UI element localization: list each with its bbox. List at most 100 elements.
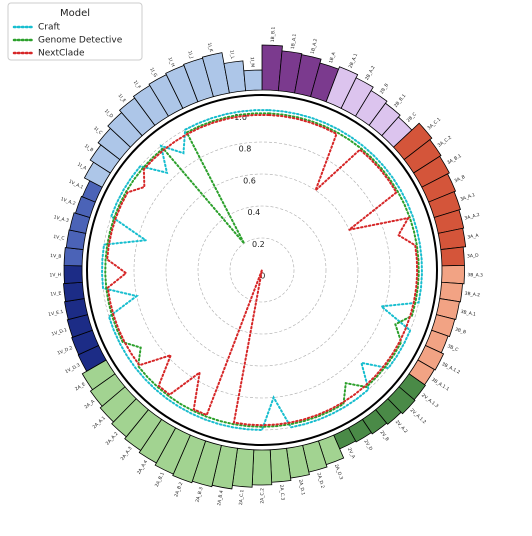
category-label: 1V_D.3 <box>64 362 81 375</box>
bar <box>223 60 247 94</box>
category-label: 2A_B.4 <box>216 490 225 507</box>
bar <box>65 229 87 250</box>
category-label: 1V_C <box>53 234 65 242</box>
bar <box>325 66 359 109</box>
bar <box>441 264 465 285</box>
category-label: 1I_G <box>148 67 158 79</box>
bar <box>71 329 100 356</box>
category-label: 1I_E <box>116 93 127 104</box>
category-label: 3A_B.1 <box>446 153 463 166</box>
category-label: 3B_A.1.1 <box>430 377 450 393</box>
category-label: 2V_B <box>379 430 391 443</box>
y-tick-label: 0.8 <box>239 145 252 154</box>
category-label: 1V_H <box>49 272 61 278</box>
grid-circle <box>197 205 327 335</box>
category-label: 2V_A.1.3 <box>420 393 439 410</box>
category-label: 3A_B <box>453 174 466 184</box>
bar <box>354 90 388 126</box>
category-label: 3A_A.2 <box>464 212 481 222</box>
category-label: 2B_B.1 <box>393 93 408 109</box>
y-tick-label: 0.2 <box>252 240 265 249</box>
bar <box>69 212 91 234</box>
y-tick-label: 0.4 <box>248 208 261 217</box>
bar <box>439 281 463 303</box>
bar <box>368 102 401 137</box>
bar <box>417 344 445 371</box>
bar <box>375 398 402 425</box>
category-label: 1V_A.2 <box>60 196 77 207</box>
category-label: 1I_H <box>166 56 175 67</box>
category-label: 3B_C <box>446 343 459 353</box>
bar <box>433 209 465 234</box>
bar <box>440 246 465 267</box>
category-label: 3B_A.3 <box>467 272 483 278</box>
legend-label: NextClade <box>38 49 85 59</box>
category-label: 1V_B <box>50 253 62 260</box>
category-label: 3B_A.1.2 <box>441 361 461 375</box>
category-label: 1I_B <box>83 143 94 153</box>
category-label: 1V_E <box>50 290 62 297</box>
bar <box>66 314 93 338</box>
grid-circle <box>133 141 391 399</box>
bar <box>154 427 191 475</box>
category-label: 1V_D.2 <box>56 345 73 357</box>
bar <box>111 398 149 438</box>
y-tick-label: 0.6 <box>243 176 256 185</box>
category-label: 1I_K <box>206 42 214 54</box>
bar <box>74 195 96 219</box>
bar <box>435 298 460 321</box>
axis-ring <box>86 94 438 446</box>
category-label: 2A_A.1 <box>91 415 107 430</box>
bar <box>138 418 177 464</box>
legend-title: Model <box>60 8 90 19</box>
bar <box>392 122 433 161</box>
bar <box>261 44 283 92</box>
bar <box>277 50 303 94</box>
category-label: 1B_B.1 <box>270 26 277 42</box>
bar <box>340 77 374 117</box>
y-tick-label: 0 <box>260 271 265 280</box>
category-label: 2A_C.2 <box>260 488 266 504</box>
series-line <box>101 109 423 432</box>
grid-circle <box>229 237 295 303</box>
bar <box>63 265 83 284</box>
category-label: 1B_A.2 <box>310 38 319 55</box>
category-label: 2V_D <box>362 439 373 453</box>
bar <box>294 54 322 98</box>
bar <box>172 434 207 484</box>
category-label: 2A_D.1 <box>297 479 306 496</box>
y-tick-label: 1.0 <box>234 113 247 122</box>
bar <box>63 281 85 303</box>
category-label: 1I_F <box>132 79 142 90</box>
category-label: 1V_A.3 <box>53 214 70 224</box>
category-label: 2A_B.3 <box>195 486 205 503</box>
legend-label: Genome Detective <box>38 36 123 46</box>
category-label: 1V_D.1 <box>51 327 68 337</box>
category-label: 3B_B <box>454 327 467 336</box>
category-label: 3A_C.1 <box>426 116 442 131</box>
grid-circle <box>165 173 359 367</box>
bar <box>431 314 456 338</box>
bar <box>89 373 126 407</box>
category-label: 2A_A.4 <box>136 459 149 475</box>
bar <box>437 227 467 250</box>
category-label: 2B_C <box>406 111 418 123</box>
category-label: 2V_A.2 <box>394 419 409 435</box>
bar <box>64 298 89 321</box>
category-label: 2B_A.1 <box>348 52 360 69</box>
series-line <box>106 113 419 427</box>
category-label: 2V_A <box>346 447 357 461</box>
category-label: 2A_D.2 <box>315 472 325 489</box>
legend-label: Craft <box>38 23 61 33</box>
category-label: 1V_A.1 <box>68 179 85 191</box>
category-label: 2A_A <box>83 398 96 410</box>
bar <box>99 386 137 423</box>
bar <box>201 52 230 98</box>
category-label: 2A_A.2 <box>105 431 120 447</box>
category-label: 2B_A.2 <box>364 65 377 82</box>
category-label: 3A_A.1 <box>460 192 477 203</box>
category-label: 1B_A <box>328 51 338 64</box>
category-label: 2A_C.1 <box>238 489 245 505</box>
category-label: 2A_A.3 <box>120 446 134 462</box>
